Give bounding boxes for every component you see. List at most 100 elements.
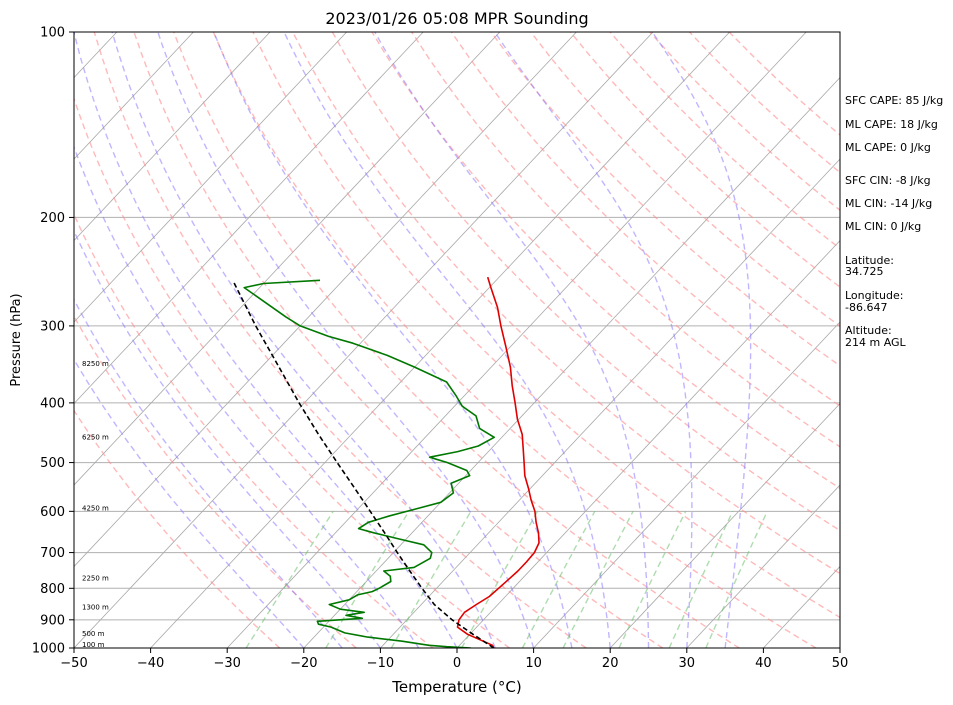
y-tick-label: 700 — [40, 546, 65, 561]
longitude-label: Longitude: — [845, 289, 904, 302]
latitude-label: Latitude: — [845, 254, 894, 267]
height-label: 2250 m — [82, 575, 109, 583]
dry-adiabat-line — [569, 32, 840, 288]
mixing-ratio-line — [521, 510, 596, 648]
height-labels: 100 m 500 m 1300 m 2250 m 4250 m 6250 m 8250 m — [82, 360, 109, 649]
sfc-cape-text: SFC CAPE: 85 J/kg — [845, 94, 944, 107]
x-tick-label: 40 — [755, 656, 772, 671]
dry-adiabat-line — [212, 32, 817, 648]
y-tick-label: 100 — [40, 26, 65, 41]
chart-title: 2023/01/26 05:08 MPR Sounding — [325, 9, 588, 28]
dry-adiabat-line — [74, 314, 357, 648]
y-tick-label: 300 — [40, 319, 65, 334]
mixing-ratio-line — [705, 511, 768, 648]
isotherm-line — [380, 158, 840, 648]
longitude-value: -86.647 — [845, 301, 888, 314]
y-tick-label: 1000 — [32, 642, 65, 657]
ml-cape-text: ML CAPE: 18 J/kg — [845, 118, 938, 131]
isotherm-line — [226, 32, 807, 648]
temperature-profile — [456, 276, 540, 648]
altitude-value: 214 m AGL — [845, 336, 906, 349]
moist-adiabat-line — [74, 358, 305, 648]
y-tick-label: 400 — [40, 396, 65, 411]
dry-adiabat-line — [93, 32, 587, 648]
x-tick-label: −20 — [290, 656, 317, 671]
isotherm-line — [74, 32, 654, 648]
isotherm-line — [533, 321, 840, 648]
mixing-ratio-line — [245, 510, 334, 648]
plot-frame — [73, 31, 841, 649]
dry-adiabat-line — [173, 32, 740, 648]
isotherm-line — [74, 32, 501, 486]
x-tick-label: 20 — [602, 656, 619, 671]
sfc-cin-text: SFC CIN: -8 J/kg — [845, 174, 931, 187]
moist-adiabat-line — [374, 32, 650, 648]
altitude-label: Altitude: — [845, 324, 892, 337]
x-tick-label: 10 — [525, 656, 542, 671]
dry-adiabat-line — [450, 32, 840, 407]
isotherm-line — [303, 76, 840, 648]
y-tick-label: 600 — [40, 505, 65, 520]
moist-adiabat-line — [283, 32, 611, 648]
height-label: 100 m — [82, 641, 105, 649]
moist-adiabat-line — [74, 32, 458, 648]
x-tick-label: −10 — [367, 656, 394, 671]
ml-cin-text: ML CIN: -14 J/kg — [845, 197, 933, 210]
mixing-ratio-line — [562, 510, 634, 648]
dry-adiabat-line — [292, 32, 840, 575]
isotherm-line — [74, 32, 347, 323]
dry-adiabat-line — [74, 212, 434, 648]
y-axis-label: Pressure (hPa) — [9, 293, 24, 386]
height-label: 4250 m — [82, 504, 109, 512]
isotherm-line — [74, 32, 424, 405]
ml-cape-text-2: ML CAPE: 0 J/kg — [845, 141, 931, 154]
moist-adiabat-line — [494, 32, 693, 648]
moist-adiabat-line — [651, 32, 752, 648]
moist-adiabat-line — [213, 32, 573, 648]
mixing-ratio-line — [618, 510, 687, 648]
y-tick-label: 800 — [40, 582, 65, 597]
y-tick-label: 900 — [40, 613, 65, 628]
x-tick-label: −30 — [213, 656, 240, 671]
isotherm-line — [456, 239, 840, 648]
dry-adiabat-line — [74, 96, 510, 648]
height-label: 1300 m — [82, 604, 109, 612]
y-axis: 1000 900 800 700 600 500 400 300 200 100 — [32, 26, 74, 657]
dewpoint-profile — [243, 279, 495, 648]
mixing-ratio-line — [668, 510, 734, 648]
data-series — [233, 276, 540, 648]
background-lines — [74, 32, 840, 648]
moist-adiabat-line — [74, 298, 343, 648]
dry-adiabat-line — [490, 32, 840, 367]
moist-adiabat-line — [74, 229, 381, 648]
height-label: 6250 m — [82, 433, 109, 441]
x-axis-label: Temperature (°C) — [391, 678, 521, 696]
mixing-ratio-line — [390, 510, 472, 648]
latitude-value: 34.725 — [845, 265, 884, 278]
dry-adiabat-line — [530, 32, 840, 327]
x-tick-label: 50 — [832, 656, 849, 671]
isotherm-line — [74, 32, 271, 242]
dry-adiabat-line — [133, 32, 664, 648]
grid-layer — [74, 32, 840, 648]
x-axis: −50 −40 −30 −20 −10 0 10 20 30 40 50 — [60, 648, 848, 671]
x-tick-label: −50 — [60, 656, 87, 671]
moist-adiabat-line — [74, 145, 420, 648]
dry-adiabat-line — [331, 32, 840, 532]
isotherm-line — [150, 32, 730, 648]
parcel-profile — [233, 282, 495, 648]
y-tick-label: 200 — [40, 211, 65, 226]
height-label: 500 m — [82, 630, 105, 638]
isotherm-line — [686, 484, 840, 648]
x-tick-label: −40 — [137, 656, 164, 671]
ml-cin-text-2: ML CIN: 0 J/kg — [845, 220, 922, 233]
dry-adiabat-line — [74, 409, 281, 648]
x-tick-label: 30 — [679, 656, 696, 671]
x-tick-label: 0 — [453, 656, 461, 671]
moist-adiabat-line — [111, 32, 496, 648]
isotherm-line — [74, 32, 577, 568]
mixing-ratio-line — [461, 510, 539, 648]
height-label: 8250 m — [82, 360, 109, 368]
isotherm-line — [609, 402, 840, 648]
